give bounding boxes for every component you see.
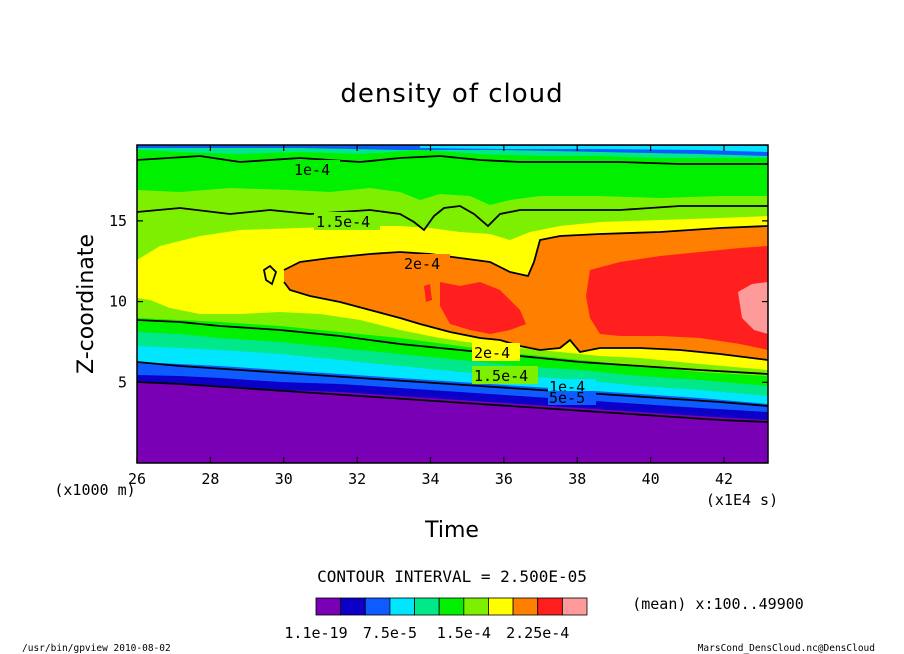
colorbar-swatch-5: [438, 597, 465, 616]
contour-lines: [137, 155, 768, 423]
y-tick-label-0: 5: [118, 373, 127, 391]
colorbar-swatch-2: [364, 597, 391, 616]
y-axis-label: Z-coordinate: [74, 234, 99, 374]
x-tick-label-8: 42: [715, 470, 733, 488]
chart-title: density of cloud: [340, 79, 563, 109]
y-tick-label-1: 10: [109, 293, 127, 311]
band-red: [440, 282, 526, 334]
contour-label-2: 1.5e-4: [316, 213, 370, 231]
colorbar-swatch-9: [537, 597, 563, 616]
colorbar-label-1: 7.5e-5: [363, 624, 417, 642]
footer-right: MarsCond_DensCloud.nc@DensCloud: [698, 643, 875, 654]
colorbar-swatch-1: [340, 597, 366, 616]
colorbar-labels: 1.1e-19 7.5e-5 1.5e-4 2.25e-4: [284, 624, 569, 642]
x-tick-label-7: 40: [642, 470, 660, 488]
colorbar-swatch-10: [561, 597, 588, 616]
contour-label-3: 2e-4: [404, 255, 440, 273]
y-axis-ticks: 5 10 15: [109, 212, 768, 391]
x-unit-label: (x1E4 s): [706, 491, 778, 509]
band-red-3: [424, 284, 432, 302]
contour-label-5: 1.5e-4: [474, 367, 528, 385]
x-axis-label: Time: [424, 518, 479, 543]
colorbar-swatch-0: [315, 597, 342, 616]
colorbar: [315, 597, 588, 616]
contour-label-1: 1e-4: [294, 161, 330, 179]
mean-text: (mean) x:100..49900: [632, 595, 804, 613]
colorbar-swatch-6: [463, 597, 489, 616]
colorbar-swatch-7: [488, 597, 514, 616]
contour-label-7: 5e-5: [549, 389, 585, 407]
colorbar-swatch-3: [389, 597, 415, 616]
band-pink: [738, 282, 768, 334]
x-axis-ticks: 26 28 30 32 34 36 38 40 42: [128, 145, 733, 488]
x-tick-label-0: 26: [128, 470, 146, 488]
contour-label-4: 2e-4: [474, 344, 510, 362]
contour-interval-text: CONTOUR INTERVAL = 2.500E-05: [317, 567, 587, 586]
x-tick-label-4: 34: [421, 470, 439, 488]
x-tick-label-1: 28: [201, 470, 219, 488]
colorbar-label-0: 1.1e-19: [284, 624, 347, 642]
x-tick-label-5: 36: [495, 470, 513, 488]
band-red-2: [586, 246, 768, 350]
plot-frame: [136, 144, 769, 464]
contour-label-group: 1e-4 1.5e-4 2e-4 2e-4 1.5e-4 1e-4 5e-5: [292, 160, 596, 407]
y-tick-label-2: 15: [109, 212, 127, 230]
x-tick-label-2: 30: [275, 470, 293, 488]
x-tick-label-3: 32: [348, 470, 366, 488]
colorbar-label-2: 1.5e-4: [437, 624, 491, 642]
footer-left: /usr/bin/gpview 2010-08-02: [22, 643, 171, 654]
colorbar-swatch-4: [414, 597, 440, 616]
band-top-cyan: [420, 146, 768, 152]
colorbar-swatch-8: [512, 597, 539, 616]
colorbar-label-3: 2.25e-4: [506, 624, 569, 642]
y-unit-label: (x1000 m): [54, 481, 135, 499]
heatmap-area: [137, 145, 768, 463]
x-tick-label-6: 38: [568, 470, 586, 488]
